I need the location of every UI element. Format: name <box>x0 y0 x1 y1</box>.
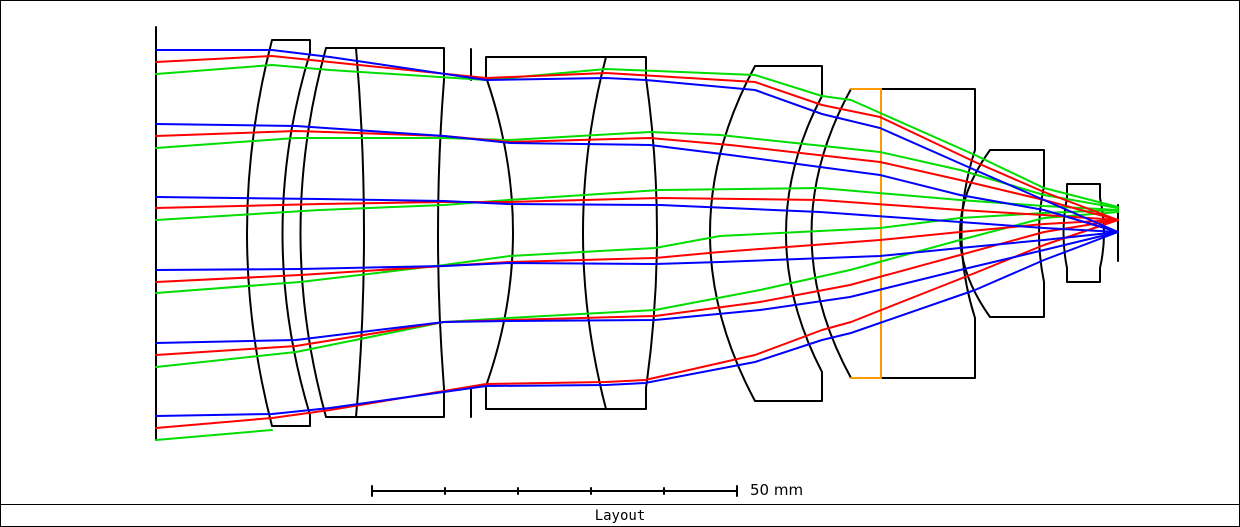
ray-bundle-blue <box>155 49 1119 417</box>
lens-element-3-cement <box>582 56 607 410</box>
lens-layout-diagram <box>155 26 1119 497</box>
lens-element-2 <box>299 47 445 418</box>
blue-ray-2 <box>155 123 1119 233</box>
blue-ray-6 <box>155 231 1119 417</box>
footer-bar: Layout <box>0 504 1240 527</box>
lens-element-4 <box>709 65 823 402</box>
red-ray-3 <box>155 197 1119 221</box>
blue-ray-3 <box>155 196 1119 233</box>
green-ray-1 <box>155 64 1119 208</box>
red-ray-6 <box>155 219 1119 429</box>
footer-title: Layout <box>594 508 646 524</box>
scale-bar <box>371 485 738 497</box>
green-ray-6 <box>155 429 273 441</box>
blue-ray-4 <box>155 231 1119 271</box>
red-ray-4 <box>155 219 1119 283</box>
scale-bar-label: 50 mm <box>750 481 804 499</box>
green-ray-4 <box>155 209 1119 294</box>
lens-element-3 <box>485 56 658 410</box>
red-ray-1 <box>155 55 1119 221</box>
lens-element-6 <box>959 149 1045 318</box>
lens-element-2-cement <box>355 47 365 418</box>
red-ray-2 <box>155 130 1119 221</box>
blue-ray-5 <box>155 231 1119 344</box>
blue-ray-1 <box>155 49 1119 233</box>
lens-element-1 <box>246 39 311 427</box>
